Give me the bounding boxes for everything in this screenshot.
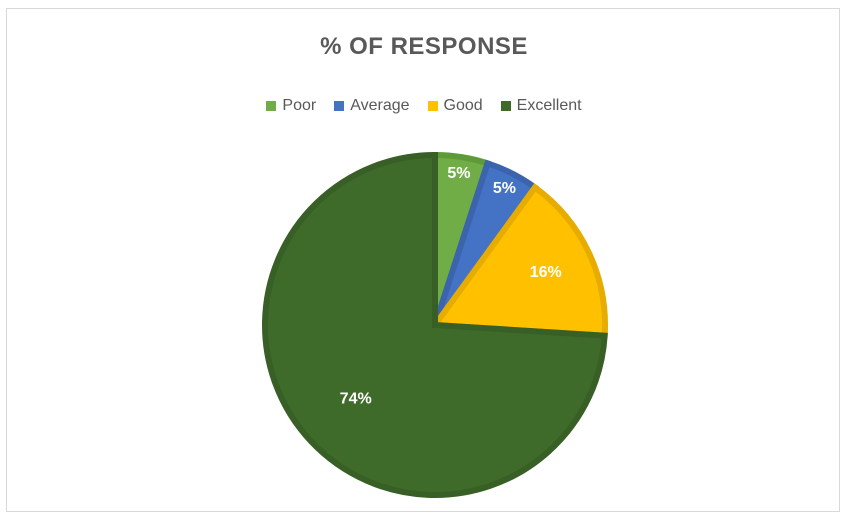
legend-swatch-good xyxy=(427,101,438,111)
legend-item-excellent: Excellent xyxy=(500,97,582,115)
legend-swatch-poor xyxy=(266,101,277,111)
legend-label-poor: Poor xyxy=(282,97,317,114)
data-label-poor: 5% xyxy=(447,165,470,182)
legend-swatch-excellent xyxy=(500,101,511,111)
chart-title: % OF RESPONSE xyxy=(320,33,528,60)
data-label-good: 16% xyxy=(530,264,562,281)
legend-item-average: Average xyxy=(334,97,410,115)
pie-slice-good xyxy=(429,183,608,339)
legend: Poor Average Good Excellent xyxy=(7,97,841,115)
legend-item-good: Good xyxy=(427,97,483,115)
pie-slice-excellent xyxy=(262,151,608,498)
chart-area: % OF RESPONSE Poor Average Good Excellen… xyxy=(6,8,840,512)
legend-label-excellent: Excellent xyxy=(516,97,582,114)
legend-swatch-average xyxy=(334,101,345,111)
data-label-excellent: 74% xyxy=(340,391,372,408)
legend-label-good: Good xyxy=(443,97,483,114)
legend-label-average: Average xyxy=(350,97,410,114)
data-label-average: 5% xyxy=(493,180,516,197)
legend-item-poor: Poor xyxy=(266,97,316,115)
pie-chart: 5% 5% 16% 74% xyxy=(262,151,608,498)
